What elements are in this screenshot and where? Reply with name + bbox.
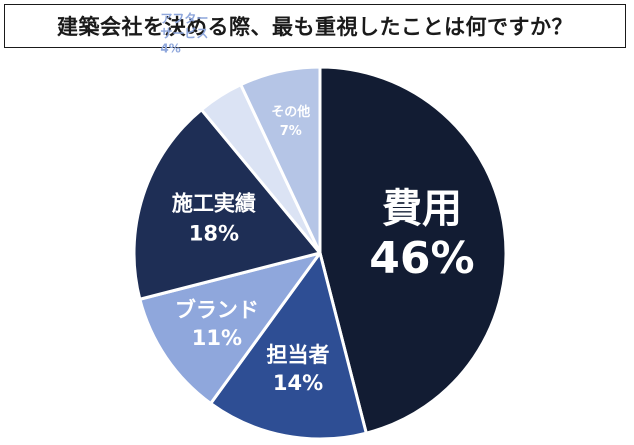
slice-label-2: ブランド (175, 298, 259, 322)
chart-title: 建築会社を決める際、最も重視したことは何ですか？ (57, 15, 573, 39)
slice-value-5: 7% (280, 124, 302, 139)
chart-title-box: 建築会社を決める際、最も重視したことは何ですか？ (4, 4, 626, 48)
pie-slice-1 (209, 251, 368, 441)
slice-value-2: 11% (192, 326, 242, 350)
pie-slices (132, 65, 508, 441)
pie-slice-5 (239, 65, 322, 255)
slice-label-1: 担当者 (267, 343, 330, 367)
pie-slice-0 (318, 65, 508, 435)
slice-label-0: 費用 (382, 186, 462, 232)
slice-label-4-line-1: サービス (160, 25, 208, 40)
slice-value-4: 4% (160, 41, 180, 55)
slice-value-3: 18% (189, 222, 239, 246)
slice-value-1: 14% (273, 371, 323, 395)
slice-label-3: 施工実績 (172, 192, 256, 216)
pie-slice-2 (138, 251, 322, 405)
slice-label-4-line-0: アフター (160, 11, 208, 25)
slice-value-0: 46% (369, 233, 474, 284)
slice-label-5: その他 (271, 104, 310, 120)
pie-slice-3 (132, 108, 322, 301)
